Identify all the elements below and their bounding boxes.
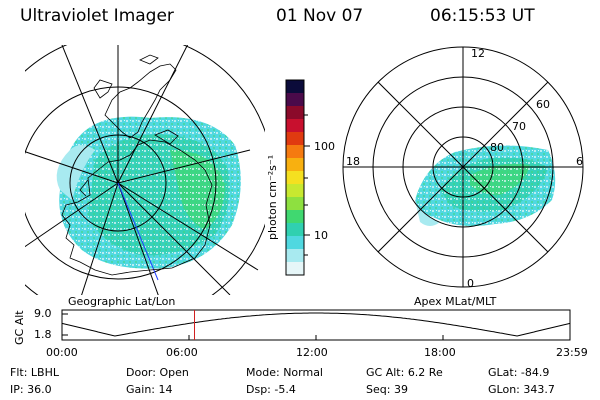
info-gcalt: GC Alt: 6.2 Re	[366, 366, 443, 379]
lat-label-70: 70	[512, 120, 526, 133]
mlt-label-18: 18	[346, 155, 360, 168]
info-dsp: Dsp: -5.4	[246, 383, 296, 396]
timeline-xtick-2: 12:00	[296, 346, 328, 359]
colorbar-segment	[286, 249, 304, 263]
lat-label-60: 60	[536, 98, 550, 111]
info-door: Door: Open	[126, 366, 189, 379]
timeline-xtick-4: 23:59	[556, 346, 588, 359]
colorbar-segment	[286, 158, 304, 172]
colorbar-unit-label: photon cm⁻²s⁻¹	[266, 154, 279, 240]
info-seq: Seq: 39	[366, 383, 408, 396]
info-ip: IP: 36.0	[10, 383, 52, 396]
colorbar-tick-10: 10	[314, 229, 328, 242]
lat-label-80: 80	[490, 141, 504, 154]
colorbar-segment	[286, 184, 304, 198]
coastline-arctic	[93, 54, 159, 99]
gcalt-value: 6.2 Re	[407, 366, 443, 379]
colorbar-segment	[286, 145, 304, 159]
info-mode: Mode: Normal	[246, 366, 323, 379]
mlt-label-12: 12	[471, 47, 485, 60]
dsp-value: -5.4	[274, 383, 296, 396]
colorbar-segment	[286, 119, 304, 133]
glat-value: -84.9	[520, 366, 550, 379]
colorbar-segment	[286, 223, 304, 237]
colorbar-segment	[286, 106, 304, 120]
info-glat: GLat: -84.9	[488, 366, 550, 379]
info-flt: Flt: LBHL	[10, 366, 59, 379]
time-readout: 06:15:53 UT	[430, 6, 535, 26]
colorbar	[285, 79, 305, 276]
orbit-timeline	[61, 309, 571, 341]
timeline-ytick-top: 9.0	[34, 307, 52, 320]
glon-value: 343.7	[523, 383, 555, 396]
gain-value: 14	[158, 383, 173, 396]
ip-value: 36.0	[27, 383, 52, 396]
instrument-title: Ultraviolet Imager	[20, 6, 174, 26]
colorbar-segment	[286, 132, 304, 146]
timeline-xtick-0: 00:00	[46, 346, 78, 359]
date-readout: 01 Nov 07	[276, 6, 364, 26]
info-glon: GLon: 343.7	[488, 383, 555, 396]
timeline-ylabel: GC Alt	[13, 310, 26, 345]
colorbar-segment	[286, 262, 304, 276]
timeline-xtick-1: 06:00	[166, 346, 198, 359]
mlt-label-0: 0	[467, 277, 474, 290]
colorbar-segment	[286, 197, 304, 211]
mode-value: Normal	[283, 366, 323, 379]
right-panel-label: Apex MLat/MLT	[414, 295, 497, 308]
colorbar-ticks	[304, 114, 310, 256]
coastline-antarctica	[61, 139, 213, 276]
info-gain: Gain: 14	[126, 383, 173, 396]
colorbar-segment	[286, 93, 304, 107]
left-panel-label: Geographic Lat/Lon	[68, 295, 176, 308]
colorbar-segment	[286, 171, 304, 185]
colorbar-segment	[286, 236, 304, 250]
polar-plot	[342, 46, 584, 288]
altitude-curve	[61, 312, 571, 337]
mlt-label-6: 6	[576, 155, 583, 168]
timeline-ytick-bottom: 1.8	[34, 328, 52, 341]
seq-value: 39	[393, 383, 408, 396]
colorbar-tick-100: 100	[314, 140, 335, 153]
coastline-greenland	[104, 63, 177, 139]
colorbar-segment	[286, 210, 304, 224]
door-value: Open	[159, 366, 189, 379]
colorbar-segment	[286, 80, 304, 94]
flt-value: LBHL	[30, 366, 59, 379]
geographic-map	[25, 45, 265, 295]
timeline-xtick-3: 18:00	[424, 346, 456, 359]
